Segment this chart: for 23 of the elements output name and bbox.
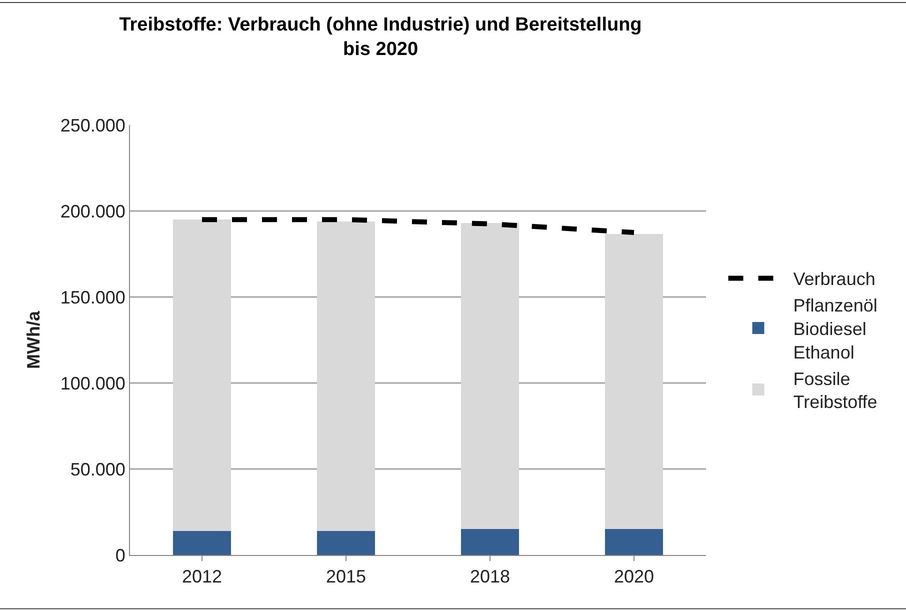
bar bbox=[173, 220, 231, 531]
bar bbox=[317, 221, 375, 531]
bar bbox=[461, 223, 519, 530]
x-tick-label: 2015 bbox=[326, 566, 366, 587]
x-tick-label: 2012 bbox=[182, 566, 222, 587]
bar bbox=[605, 529, 663, 555]
bar bbox=[461, 529, 519, 555]
y-tick-label: 100.000 bbox=[60, 373, 126, 394]
chart-title: Treibstoffe: Verbrauch (ohne Industrie) und Bereitstellung bis 2020 bbox=[119, 14, 642, 60]
legend-label: Pflanzenöl Biodiesel Ethanol bbox=[793, 296, 878, 362]
y-tick-label: 250.000 bbox=[60, 115, 126, 136]
legend-label: Verbrauch bbox=[793, 269, 876, 290]
x-tick-label: 2018 bbox=[470, 566, 510, 587]
y-tick-label: 0 bbox=[115, 545, 126, 566]
y-tick-label: 200.000 bbox=[60, 201, 126, 222]
x-tick-label: 2020 bbox=[614, 566, 654, 587]
legend-label: Fossile Treibstoffe bbox=[793, 368, 878, 412]
y-axis-title: MWh/a bbox=[24, 310, 44, 369]
y-tick-label: 150.000 bbox=[60, 287, 126, 308]
bar bbox=[173, 530, 231, 555]
bar bbox=[317, 530, 375, 555]
y-tick-label: 50.000 bbox=[70, 459, 126, 480]
bar bbox=[605, 234, 663, 530]
